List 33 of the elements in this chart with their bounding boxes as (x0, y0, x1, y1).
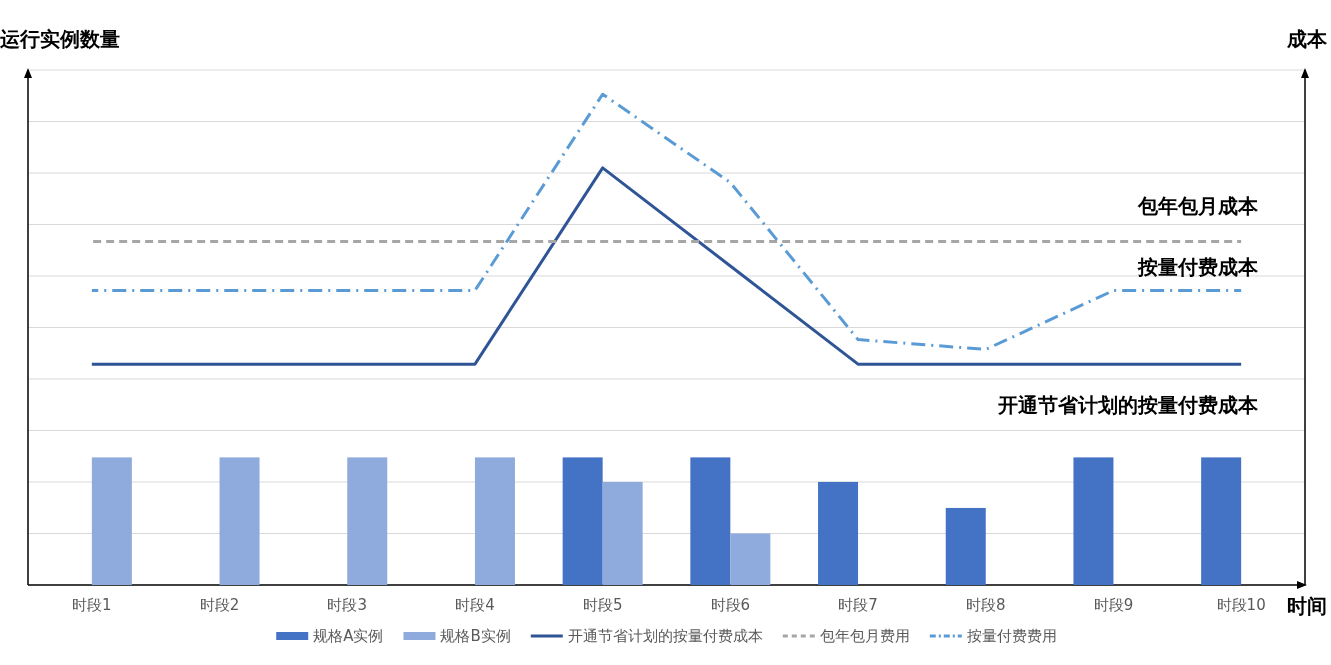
annotation: 按量付费成本 (1137, 254, 1259, 279)
annotation: 开通节省计划的按量付费成本 (997, 392, 1259, 417)
x-tick-label: 时段10 (1216, 595, 1266, 614)
bar (474, 457, 515, 585)
x-tick-label: 时段2 (199, 595, 240, 614)
bar (1201, 457, 1242, 585)
bar (945, 507, 986, 585)
x-axis-title: 时间 (1287, 594, 1327, 618)
bar (347, 457, 388, 585)
text: 运行实例数量 (0, 26, 120, 51)
x-tick-label: 时段6 (710, 595, 751, 614)
legend-label: 按量付费费用 (966, 626, 1057, 645)
x-tick-label: 时段1 (72, 595, 112, 614)
x-tick-label: 时段8 (965, 595, 1006, 614)
bar (602, 481, 643, 585)
bar (818, 481, 859, 585)
legend-label: 包年包月费用 (819, 626, 910, 645)
bar (690, 457, 731, 585)
text: 成本 (1286, 26, 1328, 51)
legend-label: 规格B实例 (440, 626, 511, 645)
x-tick-label: 时段4 (455, 595, 495, 614)
legend-label: 开通节省计划的按量付费成本 (567, 626, 763, 645)
x-tick-label: 时段5 (582, 595, 623, 614)
annotation: 包年包月成本 (1137, 193, 1259, 218)
legend-label: 规格A实例 (313, 626, 384, 645)
bar (1073, 457, 1114, 585)
x-tick-label: 时段7 (838, 595, 878, 614)
x-tick-label: 时段3 (327, 595, 368, 614)
bar (91, 457, 132, 585)
bar (730, 533, 771, 585)
bar (562, 457, 603, 585)
bar (219, 457, 260, 585)
x-tick-label: 时段9 (1093, 595, 1134, 614)
